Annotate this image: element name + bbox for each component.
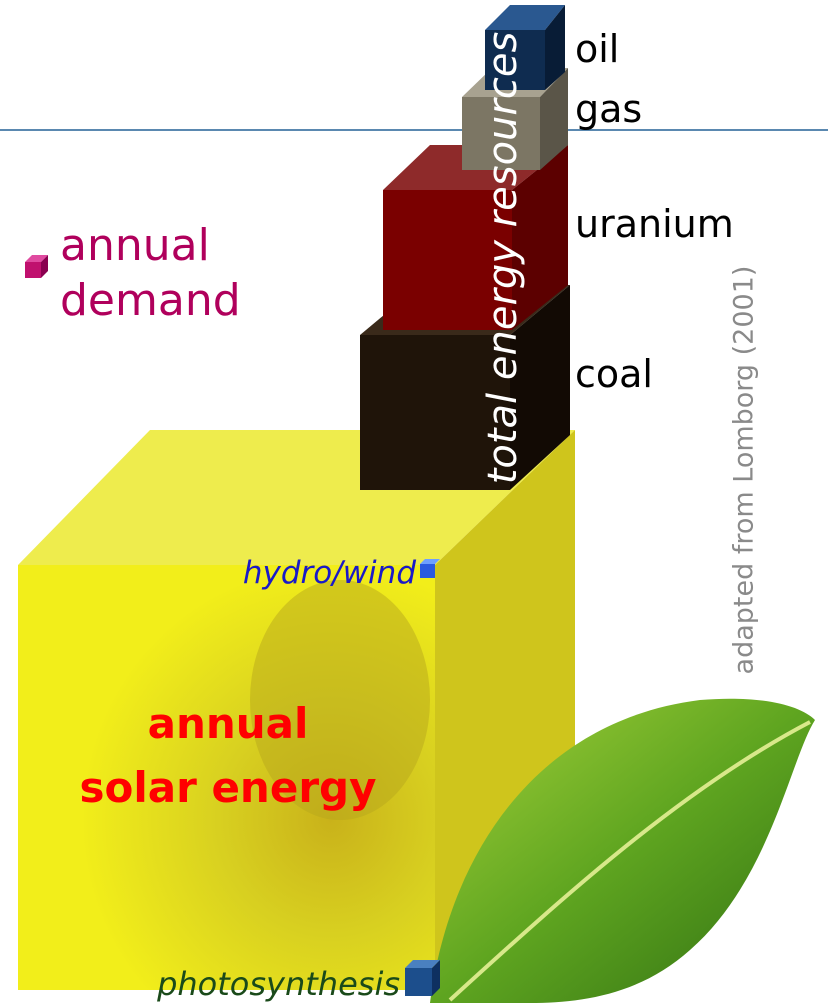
photo-cube bbox=[405, 960, 440, 996]
stack-label: coal bbox=[575, 352, 653, 396]
solar-label: solar energy bbox=[80, 763, 377, 812]
hydro-label: hydro/wind bbox=[243, 555, 416, 591]
demand-label: demand bbox=[60, 275, 241, 326]
demand-cube bbox=[25, 255, 48, 278]
diagram: total energy resources oil gas uranium c… bbox=[0, 0, 828, 1003]
photo-label: photosynthesis bbox=[156, 965, 400, 1003]
stack-label: gas bbox=[575, 87, 642, 131]
source: adapted from Lomborg (2001) bbox=[729, 266, 760, 675]
uranium-block bbox=[383, 145, 568, 330]
demand-label: annual bbox=[60, 220, 210, 271]
solar-label: annual bbox=[148, 699, 309, 748]
stack-label: oil bbox=[575, 27, 619, 71]
stack-label: uranium bbox=[575, 202, 734, 246]
stack-title: total energy resources bbox=[480, 32, 526, 485]
